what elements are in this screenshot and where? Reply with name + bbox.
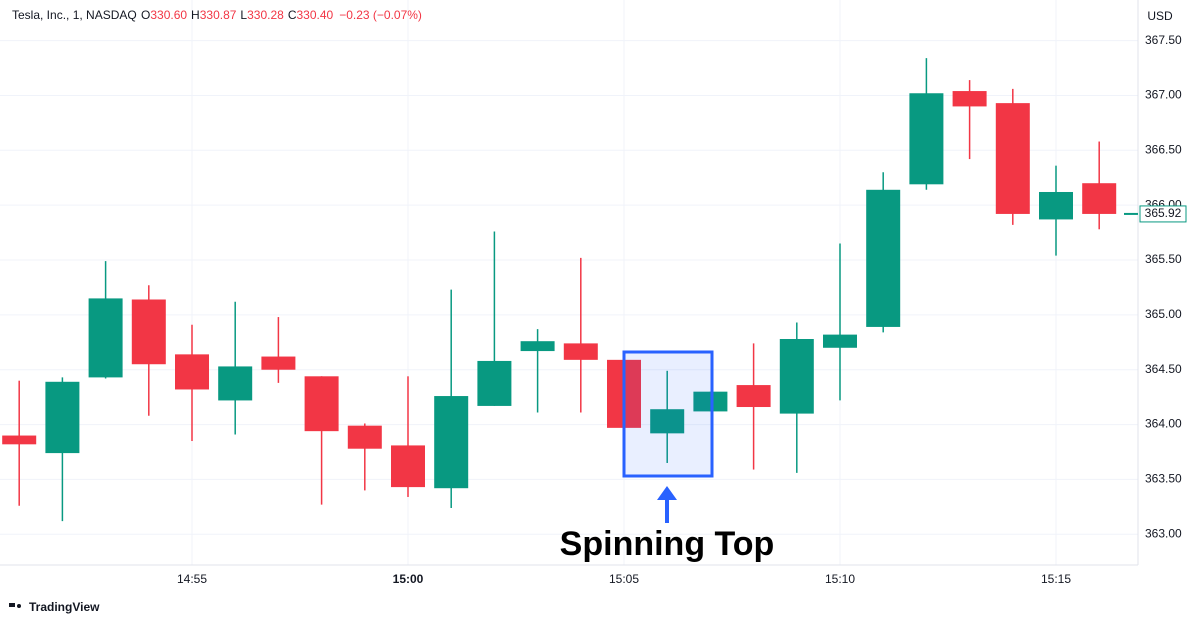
y-tick-label: 364.50 — [1145, 362, 1182, 376]
annotation: Spinning Top — [560, 525, 775, 563]
ohlc-value: 330.28 — [247, 8, 284, 22]
last-price-label: 365.92 — [1145, 206, 1182, 220]
candles — [2, 58, 1117, 522]
change: −0.23 (−0.07%) — [339, 8, 422, 22]
y-tick-label: 367.00 — [1145, 88, 1182, 102]
body — [261, 356, 296, 370]
ohlc-value: 330.40 — [296, 8, 333, 22]
body — [88, 298, 123, 378]
body — [650, 409, 685, 434]
x-tick-label: 15:15 — [1041, 572, 1071, 586]
body — [995, 103, 1030, 214]
body — [779, 339, 814, 414]
brand-name: TradingView — [29, 600, 100, 614]
symbol: Tesla, Inc., 1, NASDAQ — [12, 8, 137, 22]
ohlc-key: C — [288, 8, 297, 22]
body — [131, 299, 166, 365]
body — [1039, 191, 1073, 220]
x-tick-label: 15:05 — [609, 572, 639, 586]
body — [736, 385, 771, 408]
body — [347, 425, 382, 449]
ohlc-key: O — [141, 8, 150, 22]
logo-mark — [9, 603, 15, 607]
body — [823, 334, 857, 348]
y-tick-label: 363.50 — [1145, 472, 1182, 486]
grid — [0, 0, 1138, 565]
y-tick-label: 365.00 — [1145, 307, 1182, 321]
y-tick-label: 367.50 — [1145, 33, 1182, 47]
legend: Tesla, Inc., 1, NASDAQ O330.60 H330.87 L33… — [12, 8, 422, 22]
body — [1082, 183, 1117, 214]
ohlc-value: 330.60 — [150, 8, 187, 22]
body — [218, 366, 253, 401]
ohlc-key: L — [240, 8, 247, 22]
body — [693, 391, 728, 412]
logo-mark — [17, 604, 21, 608]
y-tick-label: 366.50 — [1145, 142, 1182, 156]
body — [909, 93, 944, 185]
body — [477, 360, 512, 406]
body — [952, 91, 987, 107]
body — [866, 189, 901, 327]
arrow-head — [657, 486, 677, 500]
body — [563, 343, 598, 360]
x-tick-label: 15:10 — [825, 572, 855, 586]
brand: TradingView — [9, 600, 100, 614]
x-tick-label: 15:00 — [393, 572, 424, 586]
currency: USD — [1147, 9, 1173, 23]
y-tick-label: 365.50 — [1145, 252, 1182, 266]
body — [434, 396, 469, 489]
last-price-box — [1139, 205, 1187, 223]
ohlc-value: 330.87 — [200, 8, 237, 22]
ohlc-key: H — [191, 8, 200, 22]
y-tick-label: 363.00 — [1145, 526, 1182, 540]
body — [520, 341, 555, 352]
body — [304, 376, 339, 432]
body — [45, 381, 80, 454]
ohlc: O330.60 H330.87 L330.28 C330.40 −0.23 (−0.07… — [141, 8, 422, 22]
x-tick-label: 14:55 — [177, 572, 207, 586]
body — [2, 435, 37, 445]
highlight-box — [622, 350, 714, 478]
y-tick-label: 364.00 — [1145, 417, 1182, 431]
body — [175, 354, 209, 390]
body — [391, 445, 425, 488]
